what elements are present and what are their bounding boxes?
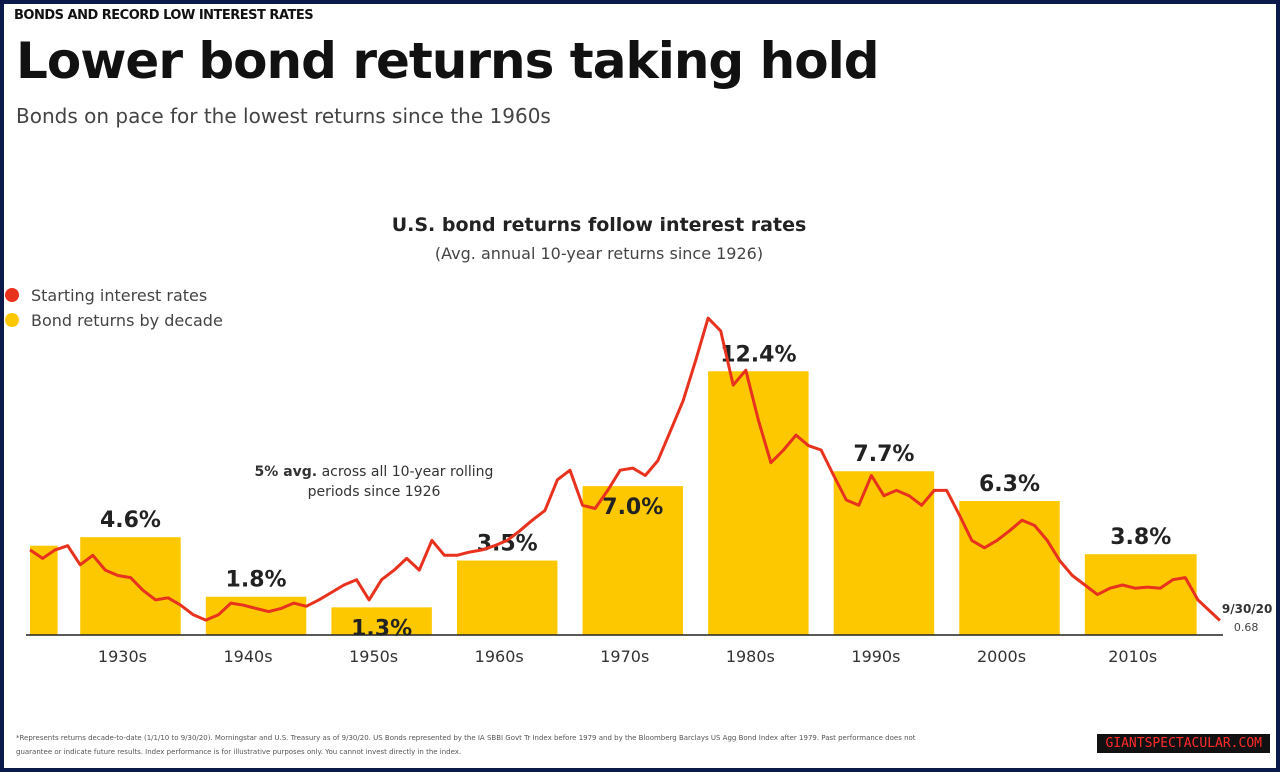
bar bbox=[205, 596, 307, 635]
annotation-text: across all 10-year rolling periods since… bbox=[307, 464, 494, 500]
watermark: GIANTSPECTACULAR.COM bbox=[1097, 734, 1270, 753]
value-label: 7.0% bbox=[602, 495, 663, 520]
footnote-line: *Represents returns decade-to-date (1/1/… bbox=[16, 734, 916, 742]
chart: 4.6% 1930s 1.8% 1940s 1.3% 1950s 3.5% 1960s 7.0%… bbox=[5, 286, 1273, 666]
bar bbox=[331, 607, 432, 635]
legend-label: Bond returns by decade bbox=[31, 311, 223, 330]
x-tick-label: 1980s bbox=[726, 647, 775, 666]
bar bbox=[80, 537, 181, 635]
rate-line bbox=[29, 316, 1221, 622]
x-tick-label: 1960s bbox=[475, 647, 524, 666]
value-label: 3.5% bbox=[477, 532, 538, 557]
chart-subtitle: (Avg. annual 10-year returns since 1926) bbox=[434, 244, 764, 263]
x-tick-label: 1970s bbox=[600, 647, 649, 666]
x-tick-label: 1950s bbox=[349, 647, 398, 666]
subtitle: Bonds on pace for the lowest returns sin… bbox=[16, 104, 551, 128]
bar bbox=[1084, 554, 1197, 635]
x-tick-label: 1940s bbox=[224, 647, 273, 666]
value-label: 6.3% bbox=[979, 472, 1040, 497]
footnote: *Represents returns decade-to-date (1/1/… bbox=[16, 731, 916, 759]
bar bbox=[456, 560, 558, 635]
legend-label: Starting interest rates bbox=[31, 286, 207, 305]
value-label: 3.8% bbox=[1110, 525, 1171, 550]
annotation: 5% avg. across all 10-year rolling perio… bbox=[249, 462, 499, 502]
value-label: 4.6% bbox=[100, 508, 161, 533]
x-tick-label: 2010s bbox=[1108, 647, 1157, 666]
chart-title: U.S. bond returns follow interest rates bbox=[391, 214, 807, 236]
bar bbox=[708, 371, 809, 635]
annotation-bold: 5% avg. bbox=[254, 464, 318, 480]
bar bbox=[833, 471, 935, 635]
bar bbox=[959, 501, 1060, 635]
value-label: 1.3% bbox=[351, 616, 412, 641]
value-label: 7.7% bbox=[853, 442, 914, 467]
end-date-label: 9/30/20 bbox=[1222, 602, 1273, 616]
legend-swatch bbox=[5, 313, 19, 327]
footnote-line: guarantee or indicate future results. In… bbox=[16, 748, 462, 756]
title: Lower bond returns taking hold bbox=[16, 32, 880, 90]
legend-swatch bbox=[5, 288, 19, 302]
end-value-label: 0.68 bbox=[1234, 621, 1259, 634]
x-tick-label: 1930s bbox=[98, 647, 147, 666]
value-label: 12.4% bbox=[720, 342, 796, 367]
bar bbox=[30, 545, 58, 635]
x-tick-label: 1990s bbox=[851, 647, 900, 666]
value-label: 1.8% bbox=[226, 568, 287, 593]
bar bbox=[582, 486, 684, 635]
x-tick-label: 2000s bbox=[977, 647, 1026, 666]
kicker: BONDS AND RECORD LOW INTEREST RATES bbox=[14, 8, 314, 23]
